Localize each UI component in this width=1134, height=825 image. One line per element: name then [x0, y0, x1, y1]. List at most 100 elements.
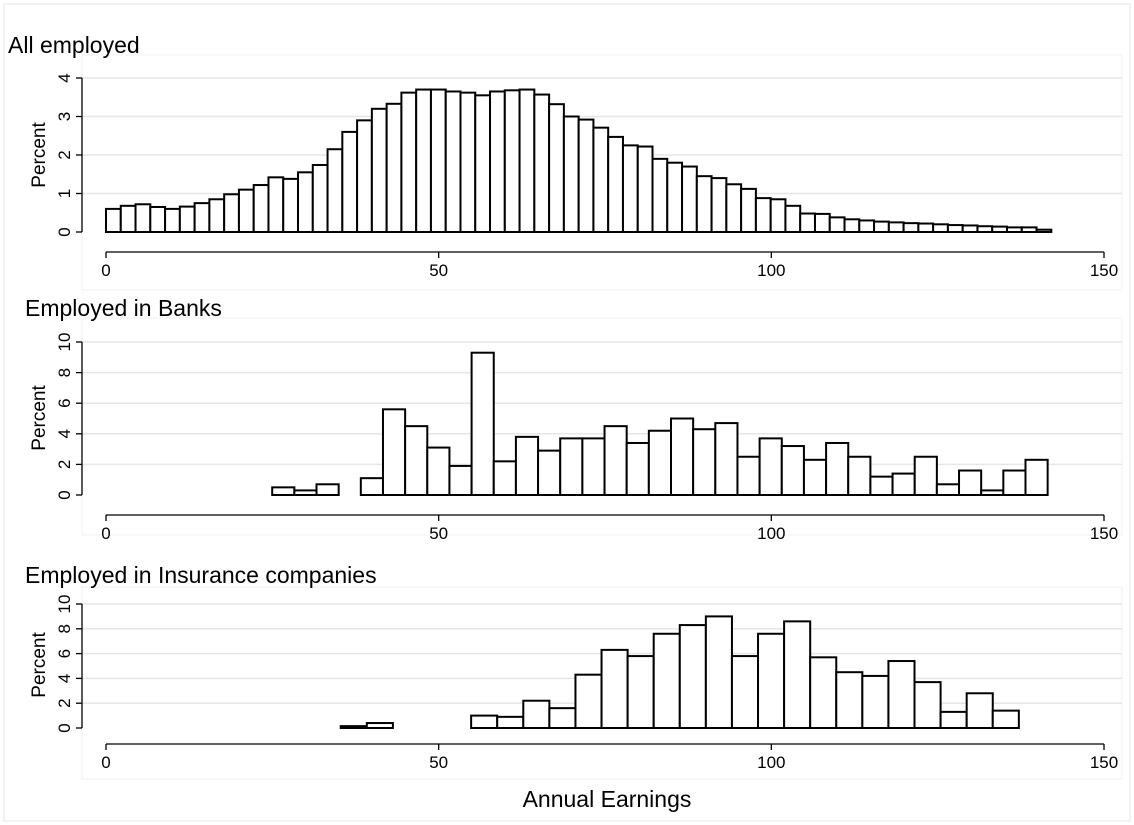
histogram-bar [448, 464, 473, 496]
histogram-bar [492, 460, 517, 496]
histogram-bar [271, 486, 296, 497]
histogram-bar [489, 90, 506, 233]
panel-title: Employed in Banks [25, 295, 222, 321]
histogram-bar [825, 441, 850, 497]
x-tick-label: 0 [101, 753, 110, 772]
y-tick-label: 4 [55, 674, 74, 683]
histogram-bar [339, 725, 368, 730]
histogram-bar [704, 615, 733, 730]
histogram-bar [828, 216, 846, 233]
histogram-bar [365, 722, 394, 729]
y-tick-label: 8 [55, 624, 74, 633]
histogram-bar [548, 707, 577, 729]
histogram-bar [459, 91, 477, 233]
x-tick-label: 150 [1090, 753, 1118, 772]
histogram-bar [315, 483, 340, 497]
histogram-bar [559, 437, 584, 497]
y-axis-title: Percent [29, 122, 50, 188]
histogram-bar [297, 171, 314, 233]
x-tick-label: 100 [757, 753, 785, 772]
histogram-bar [869, 475, 894, 497]
histogram-bar [976, 225, 994, 234]
histogram-bar [730, 655, 760, 730]
histogram-bar [692, 428, 717, 496]
histogram-bar [769, 198, 787, 233]
y-tick-label: 6 [55, 398, 74, 407]
histogram-bar [503, 89, 521, 233]
histogram-bar [415, 88, 432, 233]
histogram-bar [404, 425, 429, 496]
x-tick-label: 50 [429, 753, 448, 772]
histogram-bar [293, 489, 318, 497]
histogram-bar [902, 222, 920, 234]
y-tick-label: 2 [55, 460, 74, 469]
histogram-bar [621, 144, 639, 233]
histogram-bar [887, 221, 905, 233]
histogram-bar [1005, 226, 1023, 234]
histogram-bar [496, 715, 525, 730]
x-tick-label: 150 [1090, 524, 1118, 543]
histogram-bar [105, 207, 122, 233]
histogram-bar [548, 103, 565, 233]
histogram-bar [385, 102, 403, 233]
histogram-bar [891, 472, 916, 496]
histogram-bar [958, 469, 983, 496]
histogram-bar [1020, 226, 1038, 234]
histogram-bar [470, 351, 495, 496]
histogram-bar [400, 91, 418, 233]
histogram-bar [843, 218, 861, 233]
histogram-bar [341, 130, 359, 233]
histogram-bar [754, 197, 772, 233]
histogram-bar [625, 441, 650, 497]
histogram-bar [802, 458, 828, 496]
histogram-bar [429, 88, 447, 233]
histogram-bar [164, 207, 181, 233]
histogram-bar [651, 157, 669, 234]
histogram-bar [119, 204, 137, 234]
histogram-bar [474, 94, 492, 233]
histogram-bar [809, 656, 838, 730]
histogram-bar [913, 455, 938, 496]
histogram-bar [356, 119, 373, 233]
histogram-bar [574, 673, 603, 729]
histogram-bar [533, 93, 551, 234]
histogram-bar [592, 126, 610, 233]
y-tick-label: 4 [55, 429, 74, 438]
histogram-bar [681, 165, 698, 233]
histogram-bar [134, 203, 152, 233]
histogram-bar [932, 223, 949, 234]
plot-area [81, 317, 1123, 536]
histogram-bar [647, 429, 673, 496]
histogram-bar [600, 648, 629, 730]
y-tick-label: 1 [55, 189, 74, 198]
panel-all-employed: All employed Percent 0 1 2 3 4 0 50 100 150 [8, 32, 1123, 291]
x-tick-label: 50 [429, 261, 448, 280]
y-tick-label: 10 [55, 333, 74, 352]
panel-employed-in-insurance-companies: Employed in Insurance companies Percent … [25, 562, 1123, 812]
histogram-bar [666, 161, 684, 233]
histogram-bar [1024, 458, 1049, 496]
y-tick-label: 0 [55, 490, 74, 499]
histogram-bar [757, 632, 786, 730]
histogram-bar [607, 135, 624, 233]
histogram-bar [636, 145, 654, 233]
histogram-bar [282, 177, 300, 233]
histogram-bar [252, 184, 270, 233]
x-tick-label: 150 [1090, 261, 1118, 280]
histogram-bar [991, 709, 1020, 730]
histogram-bar [939, 710, 968, 730]
histogram-bar [913, 681, 942, 729]
y-axis-title: Percent [29, 632, 50, 698]
histogram-bar [783, 620, 812, 729]
x-tick-label: 100 [757, 524, 785, 543]
y-tick-label: 2 [55, 698, 74, 707]
x-axis-title: Annual Earnings [523, 786, 692, 812]
histogram-bar [326, 148, 344, 234]
histogram-bar [670, 417, 695, 496]
histogram-bar [917, 222, 935, 233]
histogram-bar [577, 118, 595, 233]
histogram-bar [858, 219, 876, 233]
histogram-bar [861, 674, 890, 729]
y-tick-label: 2 [55, 150, 74, 159]
